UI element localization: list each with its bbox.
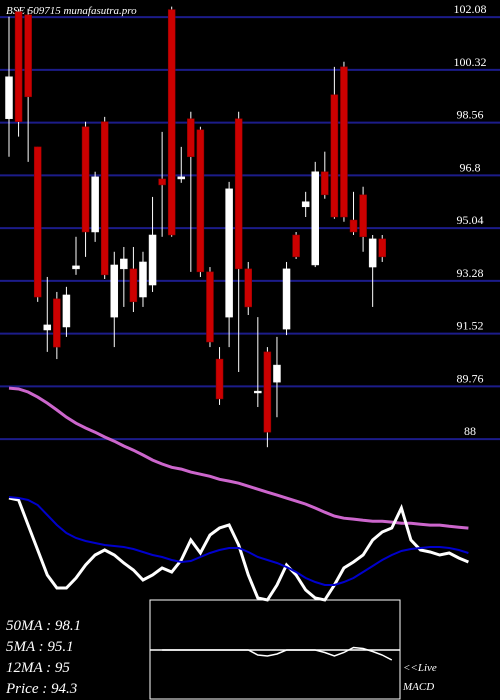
candle-body: [167, 9, 176, 236]
indicator-line: [8, 496, 469, 586]
candle-body: [234, 118, 243, 270]
info-5ma: 5MA : 95.1: [6, 639, 74, 655]
candle-body: [359, 194, 367, 238]
candle-body: [158, 178, 166, 186]
y-tick-label: 93.28: [457, 266, 484, 280]
candle-body: [5, 76, 13, 119]
candle-body: [24, 14, 32, 98]
candle-body: [206, 271, 214, 343]
candle-body: [215, 358, 224, 400]
candle-body: [301, 201, 310, 208]
candle-body: [100, 121, 109, 276]
info-12ma: 12MA : 95: [6, 660, 70, 676]
candle-body: [120, 258, 128, 270]
candle-body: [273, 364, 281, 383]
candle-body: [148, 234, 157, 286]
info-price: Price : 94.3: [5, 681, 77, 697]
chart-title: BSE 509715 munafasutra.pro: [6, 5, 137, 17]
info-50ma: 50MA : 98.1: [6, 618, 81, 634]
candle-body: [349, 219, 358, 233]
indicator-line: [8, 496, 469, 602]
y-tick-label: 91.52: [457, 319, 484, 333]
candle-body: [254, 390, 262, 394]
candle-body: [368, 238, 377, 268]
candle-body: [340, 66, 348, 218]
candle-body: [72, 265, 80, 270]
macd-line: [162, 646, 393, 661]
candle-body: [14, 11, 23, 122]
candle-body: [81, 126, 90, 233]
y-tick-label: 95.04: [457, 213, 484, 227]
candle-body: [177, 176, 186, 180]
candle-body: [33, 146, 42, 298]
y-tick-label: 102.08: [454, 2, 487, 16]
y-tick-label: 89.76: [457, 371, 484, 385]
candle-body: [196, 129, 205, 273]
macd-live: <<Live: [403, 662, 437, 674]
y-tick-label: 98.56: [457, 108, 484, 122]
candle-body: [263, 351, 272, 433]
candle-body: [321, 171, 329, 196]
moving-average-line: [8, 386, 469, 530]
candle-body: [43, 324, 52, 331]
candle-body: [282, 268, 291, 330]
candle-body: [110, 264, 119, 318]
candle-body: [62, 294, 71, 328]
candle-body: [53, 298, 61, 348]
candle-body: [330, 94, 339, 218]
candle-body: [244, 268, 252, 308]
y-tick-label: 96.8: [460, 160, 481, 174]
candle-body: [292, 234, 300, 258]
candle-body: [187, 118, 195, 158]
candle-body: [225, 188, 233, 318]
candle-body: [378, 238, 386, 258]
y-tick-label: 100.32: [454, 55, 487, 69]
candle-body: [139, 261, 147, 298]
candle-body: [129, 268, 138, 303]
candle-body: [91, 176, 99, 233]
macd-label: MACD: [402, 681, 434, 693]
y-tick-label: 88: [464, 424, 476, 438]
candle-body: [311, 171, 319, 266]
